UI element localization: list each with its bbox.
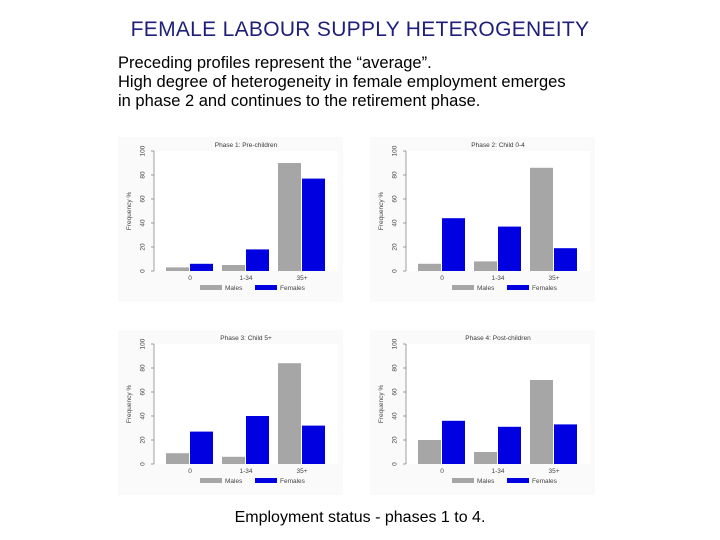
bar-females-1 bbox=[498, 226, 521, 271]
legend-label-females: Females bbox=[532, 478, 558, 485]
legend-swatch-males bbox=[452, 285, 474, 290]
legend-swatch-females bbox=[255, 478, 277, 483]
text-line-3: in phase 2 and continues to the retireme… bbox=[118, 92, 481, 110]
x-tick-label: 35+ bbox=[548, 275, 559, 282]
legend-swatch-females bbox=[507, 478, 529, 483]
slide-title: FEMALE LABOUR SUPPLY HETEROGENEITY bbox=[130, 18, 590, 41]
legend-swatch-males bbox=[200, 478, 222, 483]
y-tick-label: 20 bbox=[392, 436, 399, 444]
chart-title: Phase 4: Post-children bbox=[465, 335, 531, 342]
x-tick-label: 35+ bbox=[548, 468, 559, 475]
bar-females-0 bbox=[190, 431, 213, 464]
bar-chart-phase-2: Phase 2: Child 0-4 0 20 40 60 80 100 Frequency … bbox=[378, 142, 590, 292]
y-tick-label: 80 bbox=[140, 364, 147, 372]
chart-panel-phase-2: Phase 2: Child 0-4 0 20 40 60 80 100 Frequency … bbox=[370, 137, 595, 302]
legend-label-females: Females bbox=[280, 478, 306, 485]
y-tick-label: 0 bbox=[140, 269, 147, 273]
bar-males-0 bbox=[418, 440, 441, 464]
y-tick-label: 80 bbox=[392, 364, 399, 372]
y-tick-label: 0 bbox=[392, 269, 399, 273]
legend-label-males: Males bbox=[225, 478, 243, 485]
x-tick-label: 0 bbox=[440, 468, 444, 475]
bar-males-0 bbox=[166, 267, 189, 271]
bar-males-2 bbox=[530, 380, 553, 464]
y-axis-label: Frequency % bbox=[126, 385, 133, 424]
bar-males-1 bbox=[474, 452, 497, 464]
x-tick-label: 35+ bbox=[296, 468, 307, 475]
y-tick-label: 40 bbox=[140, 219, 147, 227]
bar-females-2 bbox=[302, 425, 325, 464]
legend-swatch-males bbox=[452, 478, 474, 483]
bar-females-0 bbox=[442, 420, 465, 464]
y-tick-label: 40 bbox=[140, 412, 147, 420]
x-tick-label: 0 bbox=[188, 468, 192, 475]
bar-males-1 bbox=[222, 265, 245, 271]
bar-females-1 bbox=[498, 426, 521, 464]
y-tick-label: 20 bbox=[140, 243, 147, 251]
legend-label-males: Males bbox=[477, 285, 495, 292]
x-tick-label: 1-34 bbox=[491, 468, 504, 475]
x-tick-label: 0 bbox=[188, 275, 192, 282]
y-tick-label: 20 bbox=[140, 436, 147, 444]
x-tick-label: 1-34 bbox=[239, 275, 252, 282]
legend-swatch-males bbox=[200, 285, 222, 290]
chart-title: Phase 1: Pre-children bbox=[215, 142, 278, 149]
legend-label-males: Males bbox=[477, 478, 495, 485]
bar-females-0 bbox=[442, 218, 465, 271]
slide-text: Preceding profiles represent the “averag… bbox=[118, 54, 678, 111]
y-tick-label: 60 bbox=[140, 195, 147, 203]
legend-label-females: Females bbox=[532, 285, 558, 292]
text-line-1: Preceding profiles represent the “averag… bbox=[118, 54, 432, 72]
legend-swatch-females bbox=[255, 285, 277, 290]
chart-title: Phase 2: Child 0-4 bbox=[471, 142, 525, 149]
y-tick-label: 40 bbox=[392, 219, 399, 227]
x-tick-label: 1-34 bbox=[491, 275, 504, 282]
bar-chart-phase-3: Phase 3: Child 5+ 0 20 40 60 80 100 Frequency %… bbox=[126, 335, 338, 485]
y-tick-label: 60 bbox=[392, 195, 399, 203]
x-tick-label: 1-34 bbox=[239, 468, 252, 475]
bar-chart-phase-4: Phase 4: Post-children 0 20 40 60 80 100 Freque… bbox=[378, 335, 590, 485]
y-tick-label: 0 bbox=[392, 462, 399, 466]
chart-panel-phase-3: Phase 3: Child 5+ 0 20 40 60 80 100 Frequency %… bbox=[118, 330, 343, 495]
y-tick-label: 100 bbox=[392, 338, 399, 349]
chart-title: Phase 3: Child 5+ bbox=[220, 335, 272, 342]
x-tick-label: 0 bbox=[440, 275, 444, 282]
y-tick-label: 100 bbox=[392, 145, 399, 156]
y-axis-label: Frequency % bbox=[378, 192, 385, 231]
bar-males-2 bbox=[278, 363, 301, 464]
bar-males-2 bbox=[530, 167, 553, 271]
bar-males-1 bbox=[222, 456, 245, 464]
bar-females-1 bbox=[246, 416, 269, 464]
y-tick-label: 60 bbox=[392, 388, 399, 396]
bar-males-0 bbox=[166, 453, 189, 464]
chart-panel-phase-1: Phase 1: Pre-children 0 20 40 60 80 100 Frequen… bbox=[118, 137, 343, 302]
bar-females-0 bbox=[190, 263, 213, 271]
y-tick-label: 100 bbox=[140, 338, 147, 349]
legend-label-females: Females bbox=[280, 285, 306, 292]
y-tick-label: 60 bbox=[140, 388, 147, 396]
bar-males-2 bbox=[278, 163, 301, 271]
y-tick-label: 80 bbox=[392, 171, 399, 179]
x-tick-label: 35+ bbox=[296, 275, 307, 282]
bar-females-2 bbox=[554, 424, 577, 464]
legend-label-males: Males bbox=[225, 285, 243, 292]
bar-females-2 bbox=[302, 178, 325, 271]
y-tick-label: 40 bbox=[392, 412, 399, 420]
bar-females-1 bbox=[246, 249, 269, 271]
bar-females-2 bbox=[554, 248, 577, 271]
slide-caption: Employment status - phases 1 to 4. bbox=[234, 509, 486, 526]
y-tick-label: 100 bbox=[140, 145, 147, 156]
legend-swatch-females bbox=[507, 285, 529, 290]
y-tick-label: 80 bbox=[140, 171, 147, 179]
bar-males-0 bbox=[418, 263, 441, 271]
y-tick-label: 20 bbox=[392, 243, 399, 251]
text-line-2: High degree of heterogeneity in female e… bbox=[118, 73, 566, 91]
chart-panel-phase-4: Phase 4: Post-children 0 20 40 60 80 100 Freque… bbox=[370, 330, 595, 495]
bar-males-1 bbox=[474, 261, 497, 271]
bar-chart-phase-1: Phase 1: Pre-children 0 20 40 60 80 100 Frequen… bbox=[126, 142, 338, 292]
y-axis-label: Frequency % bbox=[126, 192, 133, 231]
y-tick-label: 0 bbox=[140, 462, 147, 466]
y-axis-label: Frequency % bbox=[378, 385, 385, 424]
